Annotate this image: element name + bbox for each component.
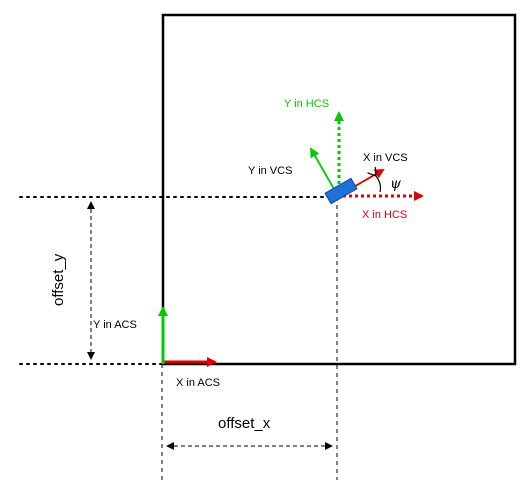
offset-y-label: offset_y	[50, 253, 67, 306]
x-vcs-label: X in VCS	[363, 152, 408, 164]
y-acs-label: Y in ACS	[93, 319, 137, 331]
x-acs-label: X in ACS	[176, 377, 220, 389]
y-hcs-label: Y in HCS	[284, 98, 329, 110]
vehicle-box	[324, 177, 358, 205]
y-vcs-label: Y in VCS	[248, 165, 292, 177]
x-hcs-label: X in HCS	[362, 209, 407, 221]
psi-angle-arc	[376, 176, 382, 193]
map-boundary	[161, 13, 517, 366]
offset-x-label: offset_x	[218, 415, 271, 432]
psi-label: ψ	[390, 176, 402, 192]
